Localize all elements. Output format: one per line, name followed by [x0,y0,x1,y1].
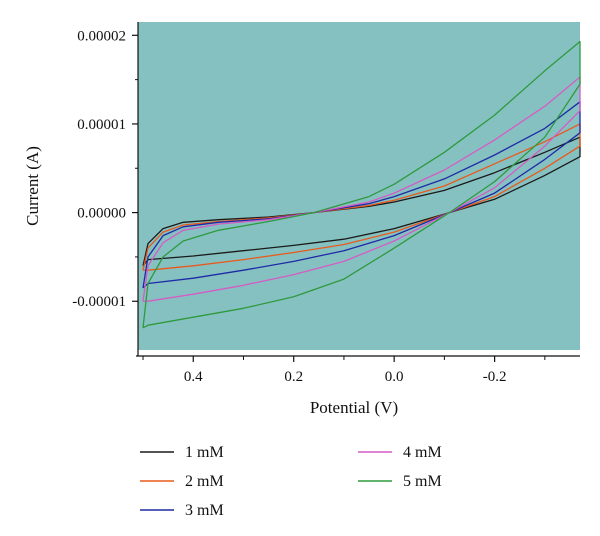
y-axis-title: Current (A) [23,146,42,226]
y-tick-label: 0.00000 [77,206,126,222]
legend-label-2: 2 mM [185,473,224,490]
series-layer [142,40,581,329]
y-tick-label: 0.00002 [77,28,126,44]
legend-label-1: 1 mM [185,444,224,461]
series-line-3 [142,101,581,289]
axes-layer [136,22,580,357]
x-tick-label: 0.0 [385,369,404,385]
legend-label-4: 4 mM [403,444,442,461]
ticks-layer: 0.00002 0.00001 0.00000 -0.00001 0.4 0.2 0.0 -0… [72,28,546,385]
y-tick-label: -0.00001 [72,294,126,310]
x-tick-label: 0.4 [184,369,203,385]
x-tick-label: 0.2 [284,369,303,385]
legend-label-3: 3 mM [185,502,224,519]
series-line-1 [142,136,581,267]
x-tick-label: -0.2 [483,369,507,385]
legend: 1 mM 2 mM 3 mM 4 mM 5 mM [140,444,442,519]
x-axis-title: Potential (V) [310,398,398,417]
y-tick-label: 0.00001 [77,117,126,133]
legend-label-5: 5 mM [403,473,442,490]
series-line-2 [142,123,581,271]
series-line-4 [142,76,581,302]
series-line-5 [142,40,581,329]
